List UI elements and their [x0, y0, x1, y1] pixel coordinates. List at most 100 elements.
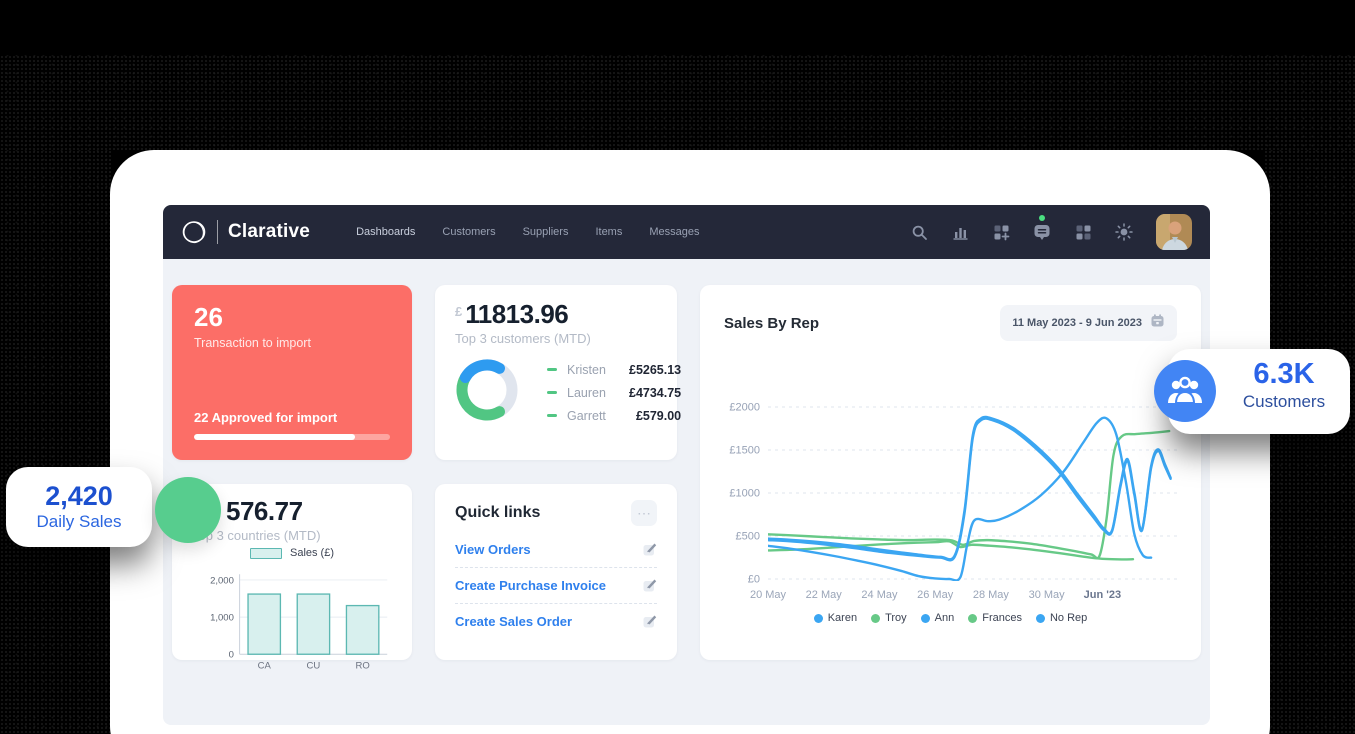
legend-row: Kristen £5265.13 — [547, 363, 681, 377]
sales-by-rep-card: Sales By Rep 11 May 2023 - 9 Jun 2023 £0… — [700, 285, 1201, 660]
legend-dash — [547, 368, 557, 372]
dashboard-body: 26 Transaction to import 22 Approved for… — [163, 259, 1210, 725]
import-progress-bar — [194, 434, 390, 440]
import-label: Transaction to import — [194, 335, 311, 350]
customers-value: 6.3K — [1253, 358, 1315, 390]
customer-value: £5265.13 — [629, 362, 682, 377]
customer-name: Garrett — [567, 408, 606, 423]
widgets-add-icon[interactable] — [992, 223, 1010, 241]
customer-name: Kristen — [567, 362, 606, 377]
svg-text:22 May: 22 May — [806, 589, 843, 601]
notification-dot — [1039, 215, 1045, 221]
customers-label: Customers — [1242, 391, 1326, 411]
apps-icon[interactable] — [1074, 223, 1092, 241]
user-avatar[interactable] — [1156, 214, 1192, 250]
svg-text:28 May: 28 May — [973, 589, 1010, 601]
svg-text:2,000: 2,000 — [210, 576, 234, 587]
countries-total: 576.77 — [226, 496, 303, 526]
quick-links-card: Quick links ⋯ View Orders Create Purchas… — [435, 484, 677, 660]
messages-icon[interactable] — [1033, 215, 1051, 241]
quick-link-row: View Orders — [455, 532, 657, 567]
edit-icon[interactable] — [642, 578, 657, 593]
svg-text:26 May: 26 May — [917, 589, 954, 601]
legend-item-norep: No Rep — [1035, 612, 1087, 624]
edit-icon[interactable] — [642, 614, 657, 629]
line-chart-legend: Karen Troy Ann Frances No Rep — [724, 612, 1177, 624]
brand-name: Clarative — [228, 221, 311, 242]
quick-links-title: Quick links — [455, 504, 541, 521]
people-icon — [1154, 360, 1216, 422]
nav-item-suppliers[interactable]: Suppliers — [522, 226, 569, 238]
legend-item-karen: Karen — [813, 612, 857, 624]
analytics-icon[interactable] — [951, 223, 969, 241]
import-progress-fill — [194, 434, 355, 440]
svg-text:£500: £500 — [736, 531, 760, 543]
daily-sales-value: 2,420 — [45, 481, 113, 512]
nav-item-dashboards[interactable]: Dashboards — [356, 226, 416, 238]
legend-item-ann: Ann — [920, 612, 954, 624]
countries-bar-chart: 0 1,000 2,000 CA CU RO — [192, 559, 392, 680]
dashboard-screenshot: Clarative Dashboards Customers Suppliers… — [163, 205, 1210, 725]
top-customers-card: £ 11813.96 Top 3 customers (MTD) Kristen… — [435, 285, 681, 460]
svg-text:£1000: £1000 — [729, 488, 760, 500]
transactions-import-card: 26 Transaction to import 22 Approved for… — [172, 285, 412, 460]
customer-value: £4734.75 — [629, 385, 682, 400]
approved-label: 22 Approved for import — [194, 410, 338, 425]
svg-text:CA: CA — [258, 661, 272, 672]
daily-sales-label: Daily Sales — [36, 511, 122, 531]
create-sales-order-link[interactable]: Create Sales Order — [455, 614, 573, 629]
svg-text:RO: RO — [355, 661, 369, 672]
customer-name: Lauren — [567, 385, 606, 400]
import-count: 26 — [194, 302, 223, 332]
nav-item-items[interactable]: Items — [595, 226, 623, 238]
nav-menu: Dashboards Customers Suppliers Items Mes… — [356, 226, 699, 238]
theme-icon[interactable] — [1115, 223, 1133, 241]
svg-text:£2000: £2000 — [729, 402, 760, 414]
nav-item-customers[interactable]: Customers — [442, 226, 496, 238]
legend-item-troy: Troy — [871, 612, 907, 624]
customers-badge: 6.3K Customers — [1154, 349, 1350, 434]
brand[interactable]: Clarative — [181, 219, 310, 245]
bar-chart-legend: Sales (£) — [192, 547, 392, 559]
bar-legend-swatch — [249, 547, 282, 559]
date-range-picker[interactable]: 11 May 2023 - 9 Jun 2023 — [1000, 305, 1177, 341]
create-purchase-invoice-link[interactable]: Create Purchase Invoice — [455, 578, 607, 593]
nav-item-messages[interactable]: Messages — [649, 226, 700, 238]
svg-text:20 May: 20 May — [750, 589, 787, 601]
brand-divider — [217, 220, 218, 244]
view-orders-link[interactable]: View Orders — [455, 542, 531, 557]
svg-text:1,000: 1,000 — [210, 613, 234, 624]
calendar-icon — [1150, 313, 1165, 333]
svg-text:Jun '23: Jun '23 — [1084, 589, 1121, 601]
customer-value: £579.00 — [635, 408, 682, 423]
bar-legend-label: Sales (£) — [289, 547, 335, 560]
noise-texture-top — [0, 55, 1355, 150]
green-circle-decoration — [155, 477, 221, 543]
customers-donut-chart — [455, 358, 519, 427]
search-icon[interactable] — [910, 223, 928, 241]
top-navbar: Clarative Dashboards Customers Suppliers… — [163, 205, 1210, 259]
nav-actions — [910, 214, 1192, 250]
daily-sales-badge: 2,420 Daily Sales — [6, 467, 152, 547]
clarative-logo-icon — [181, 219, 207, 245]
quick-link-row: Create Sales Order — [455, 603, 657, 639]
noise-texture-right — [1264, 150, 1355, 734]
svg-text:CU: CU — [307, 661, 321, 672]
legend-dash — [547, 414, 557, 418]
customers-legend: Kristen £5265.13 Lauren £4734.75 Garrett £5… — [547, 363, 681, 423]
currency-symbol: £ — [455, 304, 463, 319]
customers-subtitle: Top 3 customers (MTD) — [455, 331, 591, 347]
legend-dash — [547, 391, 557, 395]
edit-icon[interactable] — [642, 542, 657, 557]
noise-texture-left — [0, 150, 112, 734]
date-range-text: 11 May 2023 - 9 Jun 2023 — [1012, 317, 1142, 329]
sales-by-rep-title: Sales By Rep — [724, 314, 820, 332]
svg-text:£1500: £1500 — [729, 445, 760, 457]
legend-row: Lauren £4734.75 — [547, 386, 681, 400]
ellipsis-icon[interactable]: ⋯ — [631, 500, 657, 526]
svg-text:24 May: 24 May — [861, 589, 898, 601]
countries-subtitle: Top 3 countries (MTD) — [192, 528, 321, 544]
legend-item-frances: Frances — [968, 612, 1022, 624]
svg-text:30 May: 30 May — [1029, 589, 1066, 601]
legend-row: Garrett £579.00 — [547, 409, 681, 423]
